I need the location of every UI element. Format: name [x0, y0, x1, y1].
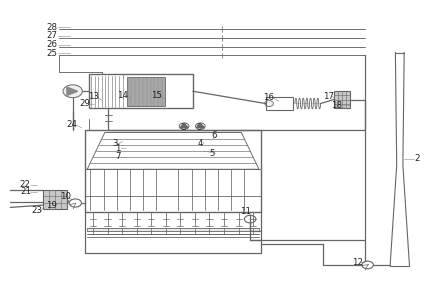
Text: 8: 8: [180, 123, 186, 132]
Polygon shape: [67, 87, 78, 95]
Text: 13: 13: [88, 92, 99, 101]
Text: 14: 14: [117, 91, 128, 100]
Text: 22: 22: [19, 181, 30, 189]
Text: 18: 18: [331, 101, 342, 110]
Text: 15: 15: [152, 91, 162, 100]
Text: 17: 17: [323, 92, 334, 101]
Text: 25: 25: [47, 49, 58, 58]
Text: 29: 29: [80, 99, 90, 108]
Text: 11: 11: [240, 207, 251, 216]
Text: 16: 16: [263, 93, 274, 102]
Polygon shape: [196, 124, 204, 128]
Circle shape: [264, 101, 273, 106]
Bar: [265, 97, 293, 110]
Text: 27: 27: [47, 31, 58, 40]
Bar: [89, 74, 193, 108]
Text: 19: 19: [46, 201, 57, 210]
Text: 1: 1: [115, 144, 121, 153]
Text: 26: 26: [47, 40, 58, 49]
Bar: [127, 77, 165, 106]
Text: 3: 3: [112, 140, 118, 148]
Text: 4: 4: [198, 140, 203, 148]
Text: 10: 10: [60, 192, 71, 201]
Text: 23: 23: [31, 206, 42, 215]
Text: 12: 12: [352, 258, 362, 268]
Bar: [85, 130, 261, 212]
Text: 24: 24: [66, 120, 78, 130]
Text: 7: 7: [115, 152, 121, 161]
Polygon shape: [180, 124, 188, 128]
Bar: [87, 228, 259, 231]
Text: 2: 2: [415, 154, 420, 163]
Text: 9: 9: [197, 123, 202, 132]
Text: 28: 28: [47, 23, 58, 32]
Text: 21: 21: [20, 187, 31, 196]
Bar: [334, 91, 350, 108]
Text: 5: 5: [209, 149, 214, 158]
Circle shape: [63, 85, 82, 98]
Text: 6: 6: [211, 131, 217, 140]
Bar: [43, 190, 67, 209]
